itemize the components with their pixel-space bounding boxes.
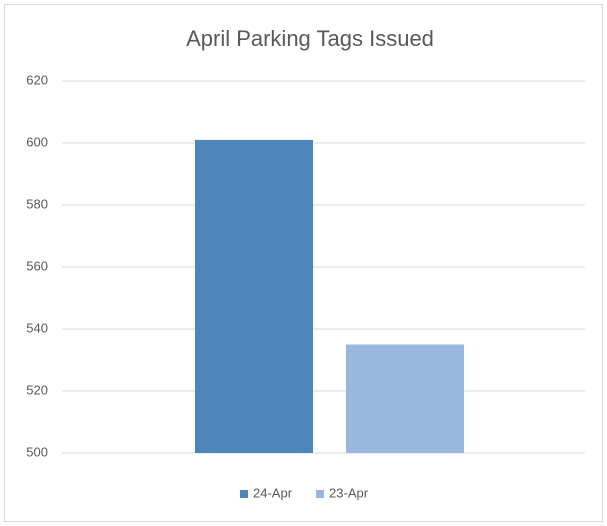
bar	[195, 139, 313, 453]
y-tick-label: 580	[26, 196, 48, 211]
legend-label: 24-Apr	[253, 485, 293, 500]
chart-title: April Parking Tags Issued	[186, 26, 434, 51]
y-tick-label: 520	[26, 382, 48, 397]
y-tick-label: 500	[26, 444, 48, 459]
bar	[346, 344, 464, 453]
legend-swatch	[240, 490, 248, 498]
y-tick-label: 620	[26, 72, 48, 87]
y-tick-label: 600	[26, 134, 48, 149]
legend-swatch	[316, 490, 325, 498]
y-tick-label: 540	[26, 320, 48, 335]
y-tick-label: 560	[26, 258, 48, 273]
legend-label: 23-Apr	[329, 485, 369, 500]
